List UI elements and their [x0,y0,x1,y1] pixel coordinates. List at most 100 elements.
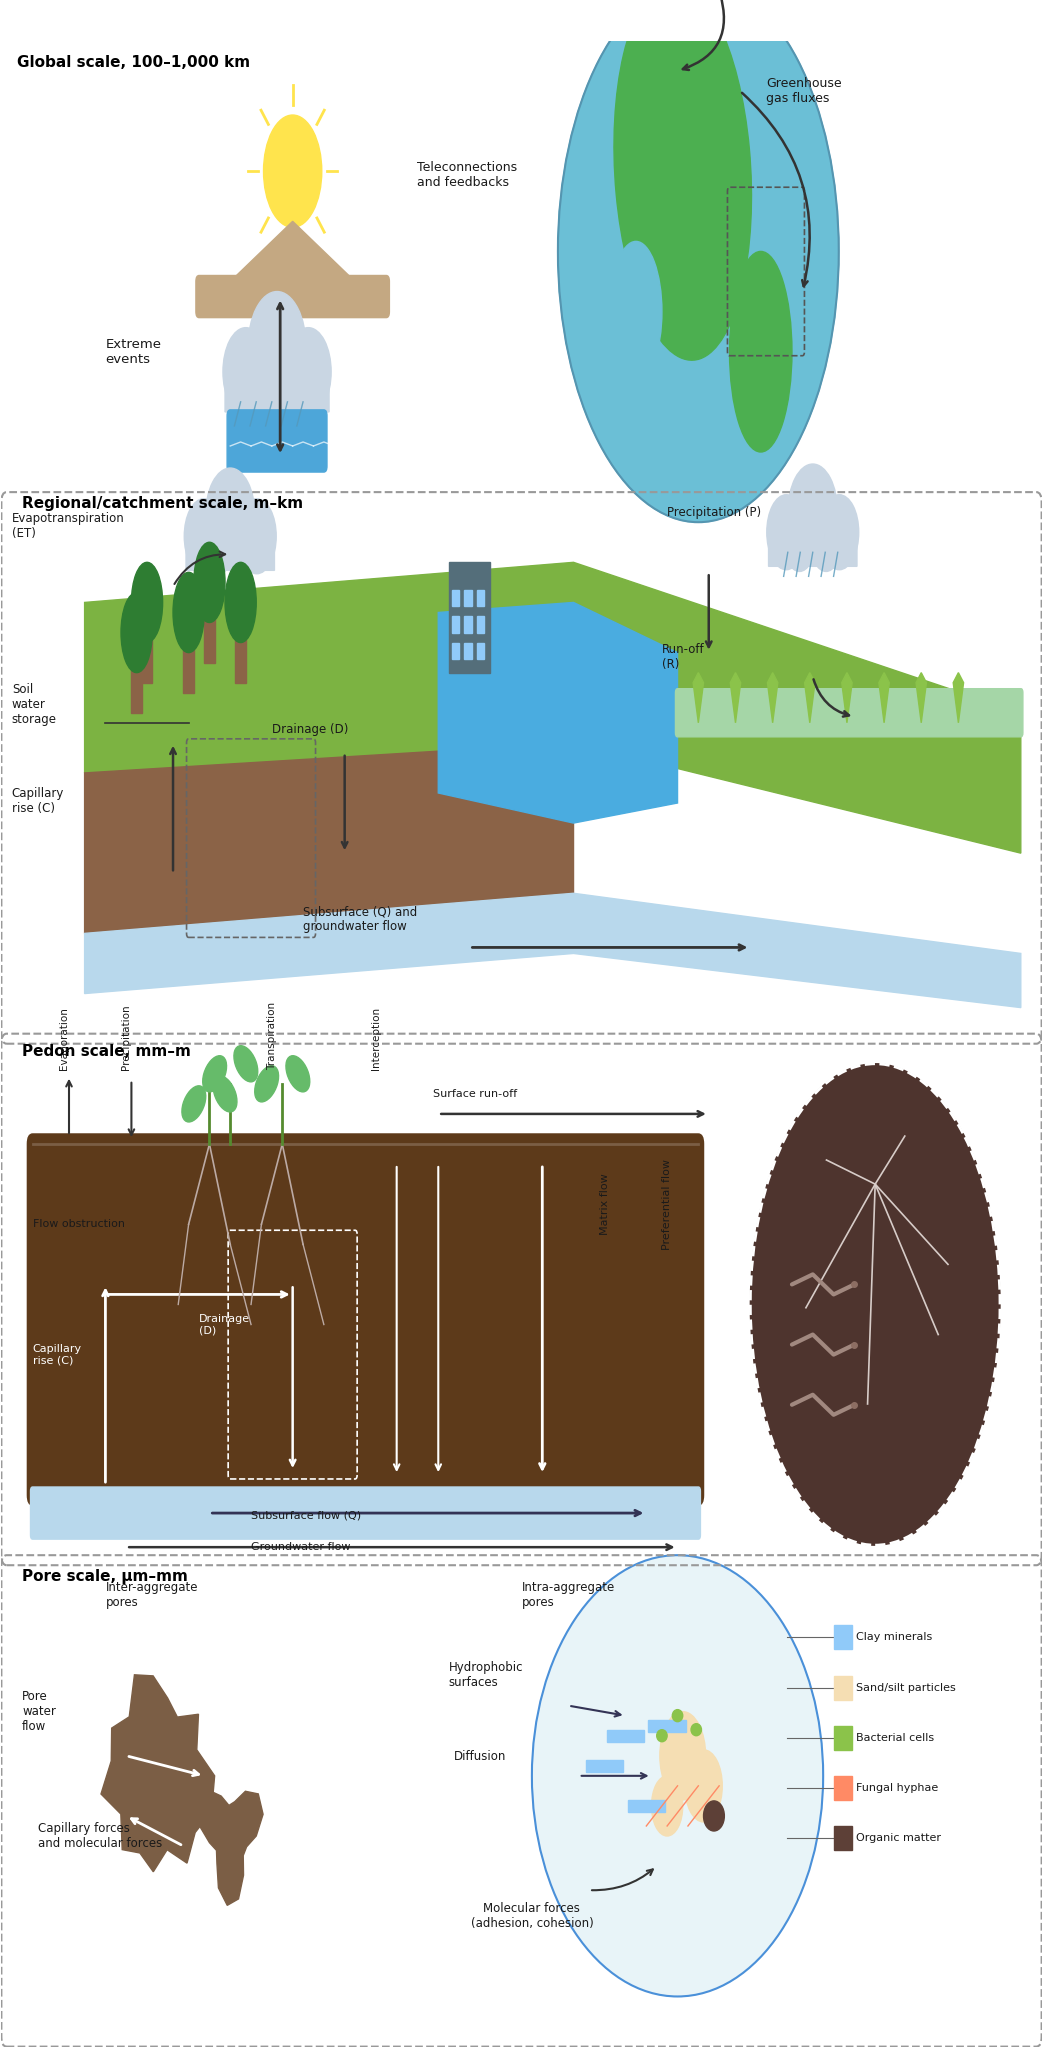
Circle shape [810,510,842,571]
FancyBboxPatch shape [196,276,389,317]
Bar [184,643,194,692]
Bar [448,563,490,672]
Text: Pedon scale, mm–m: Pedon scale, mm–m [22,1044,191,1059]
Ellipse shape [131,563,163,643]
Text: Groundwater flow: Groundwater flow [251,1542,350,1552]
Ellipse shape [194,543,225,623]
Text: Capillary forces
and molecular forces: Capillary forces and molecular forces [38,1823,162,1849]
Text: Capillary
rise (C): Capillary rise (C) [32,1343,81,1366]
Bar [236,633,246,682]
Circle shape [238,500,276,573]
Text: Evaporation: Evaporation [58,1008,69,1069]
Circle shape [205,469,254,563]
Polygon shape [953,672,964,723]
Text: Capillary
rise (C): Capillary rise (C) [11,786,65,815]
Bar [833,1675,852,1700]
Ellipse shape [673,1710,683,1722]
Circle shape [660,1712,706,1800]
Bar [452,643,459,659]
Text: Diffusion: Diffusion [454,1749,506,1763]
Bar [477,616,484,633]
Text: Run-off
(R): Run-off (R) [662,643,705,670]
Circle shape [185,500,223,573]
Text: Bacterial cells: Bacterial cells [856,1733,935,1743]
Ellipse shape [286,1055,310,1092]
Text: Transpiration: Transpiration [267,1001,276,1069]
Polygon shape [916,672,926,723]
Ellipse shape [657,1731,668,1741]
Circle shape [201,514,233,575]
Polygon shape [842,672,852,723]
Text: Intra-aggregate
pores: Intra-aggregate pores [522,1581,614,1610]
Text: Regional/catchment scale, m–km: Regional/catchment scale, m–km [22,496,304,512]
Circle shape [789,465,838,559]
Ellipse shape [213,1075,237,1112]
Polygon shape [220,221,365,291]
Circle shape [750,1063,1000,1544]
Polygon shape [694,672,704,723]
Text: Drainage (D): Drainage (D) [272,723,348,735]
Bar [833,1776,852,1800]
Text: Hydrophobic
surfaces: Hydrophobic surfaces [448,1661,524,1690]
Ellipse shape [202,1055,226,1092]
Text: Surface run-off: Surface run-off [433,1090,517,1100]
Circle shape [248,291,307,403]
Ellipse shape [614,0,752,360]
Text: Subsurface flow (Q): Subsurface flow (Q) [251,1509,361,1520]
Bar [204,612,215,664]
Bar [142,633,152,682]
Polygon shape [84,743,574,934]
Ellipse shape [225,563,257,643]
Text: Sand/silt particles: Sand/silt particles [856,1683,956,1692]
Bar [833,1827,852,1849]
Bar [628,1800,665,1812]
Bar [607,1731,645,1741]
Text: Flow obstruction: Flow obstruction [32,1219,124,1229]
Text: Inter-aggregate
pores: Inter-aggregate pores [105,1581,198,1610]
Circle shape [558,0,839,522]
Circle shape [274,346,312,418]
Polygon shape [198,1790,263,1905]
Text: Drainage
(D): Drainage (D) [199,1313,250,1335]
Polygon shape [84,893,1021,1008]
Ellipse shape [610,242,662,381]
Bar [464,643,471,659]
Text: Clay minerals: Clay minerals [856,1632,932,1642]
Polygon shape [879,672,890,723]
Ellipse shape [532,1554,823,1997]
Text: Global scale, 100–1,000 km: Global scale, 100–1,000 km [17,55,250,70]
Bar [131,664,142,713]
Ellipse shape [234,1047,258,1081]
Polygon shape [438,602,678,823]
Circle shape [286,328,331,416]
Polygon shape [768,672,778,723]
Bar [586,1759,624,1772]
Bar [477,643,484,659]
Text: Teleconnections
and feedbacks: Teleconnections and feedbacks [417,162,517,188]
Bar [833,1626,852,1649]
Ellipse shape [121,592,152,672]
Text: Precipitation: Precipitation [121,1004,131,1069]
FancyBboxPatch shape [225,373,329,412]
Text: Fungal hyphae: Fungal hyphae [856,1784,939,1792]
Text: Soil
water
storage: Soil water storage [11,682,56,725]
Circle shape [685,1749,722,1823]
FancyBboxPatch shape [676,688,1023,737]
Polygon shape [804,672,815,723]
Circle shape [652,1776,683,1835]
Bar [464,590,471,606]
Circle shape [227,514,260,575]
Bar [477,590,484,606]
Ellipse shape [173,571,204,653]
Bar [649,1720,686,1733]
FancyBboxPatch shape [30,1487,701,1540]
Text: Pore scale, μm–mm: Pore scale, μm–mm [22,1569,188,1585]
Text: Extreme
events: Extreme events [105,338,162,367]
Text: Molecular forces
(adhesion, cohesion): Molecular forces (adhesion, cohesion) [470,1903,593,1929]
Text: Precipitation (P): Precipitation (P) [668,506,761,518]
FancyBboxPatch shape [769,532,857,567]
Ellipse shape [181,1085,205,1122]
Circle shape [767,496,805,569]
Circle shape [820,496,858,569]
Text: Organic matter: Organic matter [856,1833,942,1843]
